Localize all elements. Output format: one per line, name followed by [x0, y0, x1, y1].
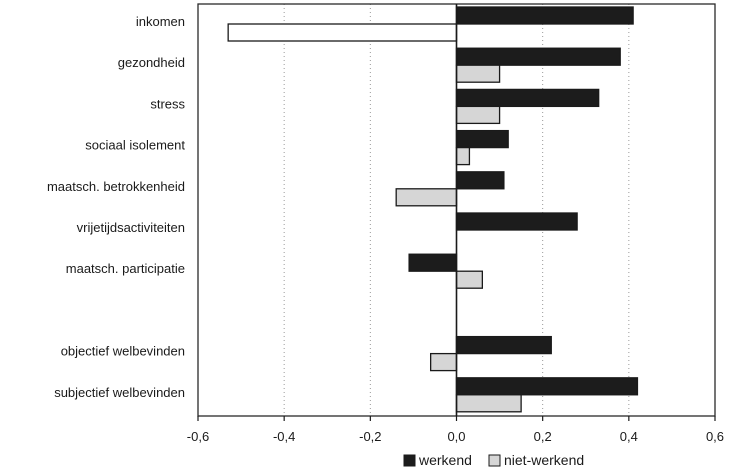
bar-niet-werkend: [455, 270, 484, 289]
x-tick-label: -0,6: [187, 429, 209, 444]
grid-lines: [283, 4, 630, 416]
legend-swatch-niet-werkend: [488, 454, 501, 467]
bars: [227, 6, 639, 413]
category-label: gezondheid: [118, 55, 185, 70]
category-label: maatsch. participatie: [66, 261, 185, 276]
legend-swatch-werkend: [403, 454, 416, 467]
bar-werkend: [455, 88, 600, 108]
bar-werkend: [408, 253, 458, 272]
category-label: vrijetijdsactiviteiten: [77, 220, 185, 235]
legend: werkend niet-werkend: [403, 452, 584, 468]
category-label: subjectief welbevinden: [54, 385, 185, 400]
bar-werkend: [455, 212, 578, 231]
bar-werkend: [455, 129, 509, 149]
x-tick-label: 0,6: [706, 429, 724, 444]
bar-werkend: [455, 47, 621, 66]
bar-werkend: [455, 335, 552, 355]
x-tick-label: 0,2: [534, 429, 552, 444]
bar-niet-werkend: [455, 64, 501, 83]
bar-niet-werkend: [395, 188, 458, 207]
category-label: stress: [150, 96, 185, 111]
category-labels: inkomen gezondheid stress sociaal isolement…: [47, 14, 186, 400]
bar-niet-werkend: [227, 23, 458, 42]
x-tick-label: -0,4: [273, 429, 295, 444]
category-label: sociaal isolement: [85, 138, 185, 153]
bar-werkend: [455, 171, 505, 190]
category-label: inkomen: [136, 14, 185, 29]
legend-label-niet-werkend: niet-werkend: [504, 452, 584, 468]
bar-werkend: [455, 6, 634, 25]
bar-niet-werkend: [429, 352, 458, 372]
bar-niet-werkend: [455, 146, 471, 166]
bar-werkend: [455, 377, 639, 396]
bar-niet-werkend: [455, 105, 501, 125]
x-tick-labels: -0,6 -0,4 -0,2 0,0 0,2 0,4 0,6: [187, 429, 724, 444]
category-label: maatsch. betrokkenheid: [47, 179, 185, 194]
x-tick-label: 0,4: [620, 429, 638, 444]
category-label: objectief welbevinden: [61, 344, 185, 359]
x-tick-label: 0,0: [447, 429, 465, 444]
bar-niet-werkend: [455, 394, 522, 413]
x-tick-label: -0,2: [359, 429, 381, 444]
legend-label-werkend: werkend: [418, 452, 472, 468]
axes: [197, 3, 716, 421]
